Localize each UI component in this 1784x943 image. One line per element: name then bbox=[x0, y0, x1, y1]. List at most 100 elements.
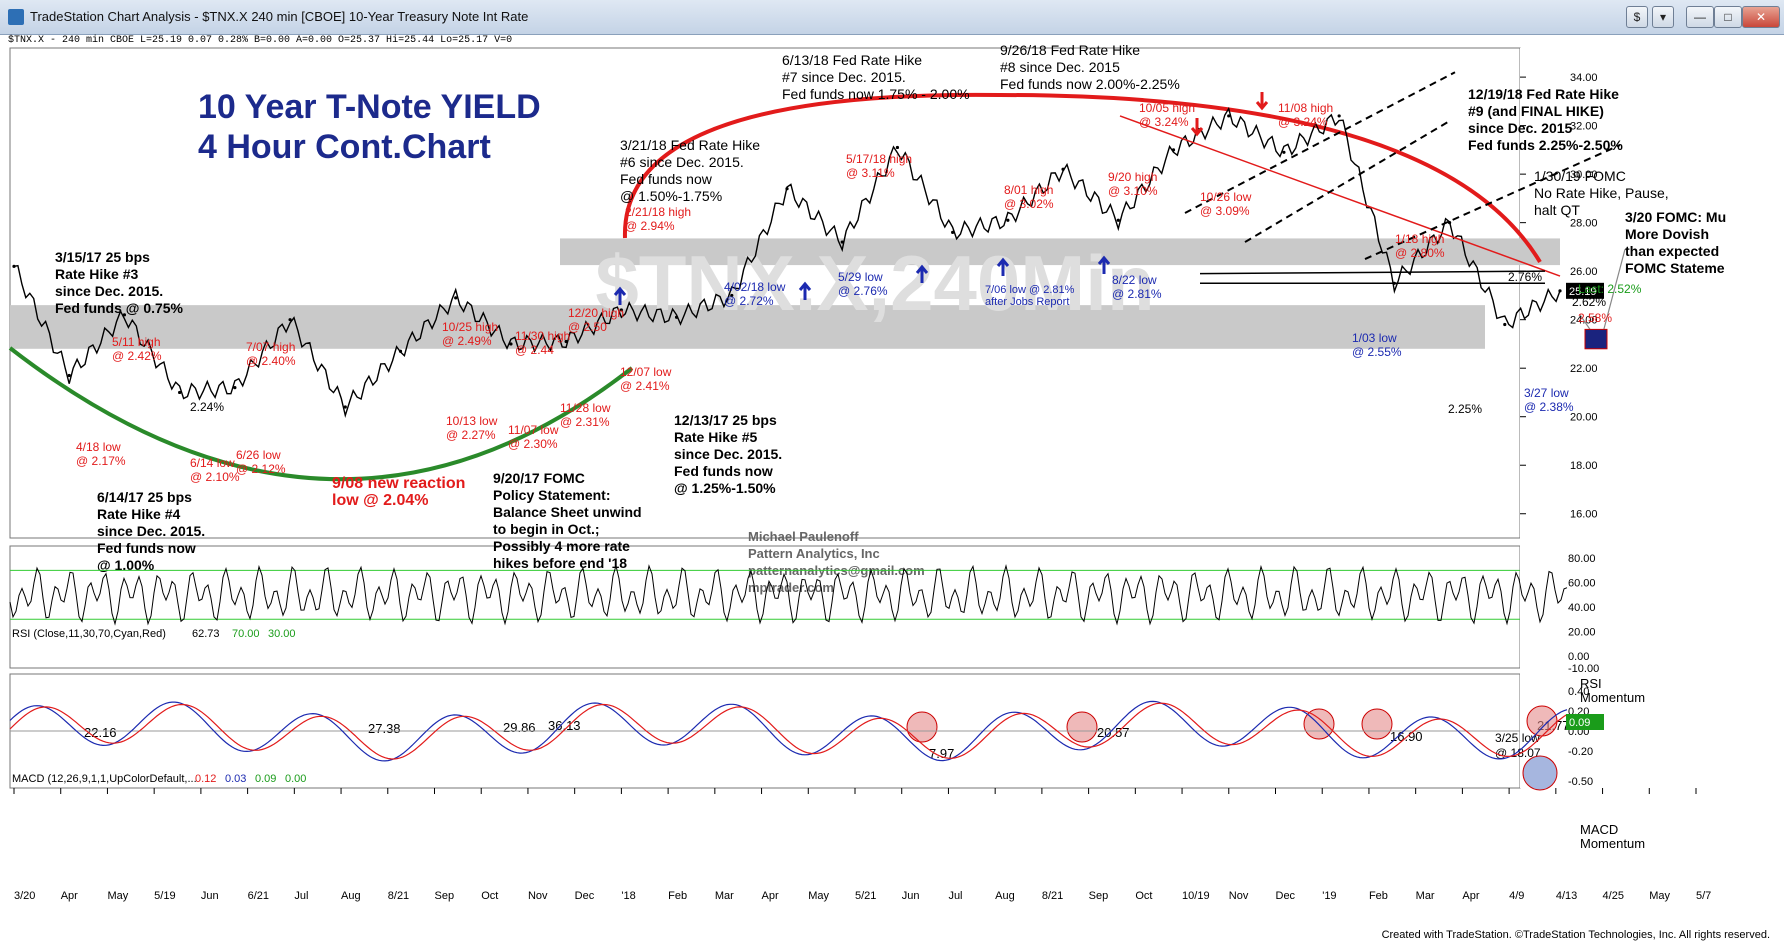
rsi-value-label: 7.97 bbox=[929, 746, 954, 761]
x-tick-label: May bbox=[1649, 890, 1670, 902]
price-point bbox=[12, 264, 16, 268]
annotation-black: No Rate Hike, Pause, bbox=[1534, 185, 1669, 201]
annotation-red: 4/18 low bbox=[76, 440, 121, 454]
price-point bbox=[122, 313, 127, 317]
x-tick-label: May bbox=[808, 890, 829, 902]
annotation-red: @ 2.80% bbox=[1395, 246, 1445, 260]
annotation-black: Fed funds @ 0.75% bbox=[55, 300, 184, 316]
annotation-blue: @ 2.76% bbox=[838, 284, 888, 298]
macd-value: 0.12 bbox=[195, 773, 216, 785]
macd-tick-label: -0.50 bbox=[1568, 776, 1593, 788]
minimize-button[interactable]: — bbox=[1686, 6, 1714, 28]
projection-line bbox=[1184, 71, 1456, 214]
annotation-red: @ 2.50 bbox=[568, 320, 607, 334]
price-point bbox=[288, 318, 292, 322]
x-tick-label: Apr bbox=[1462, 890, 1479, 902]
rsi-tick-label: -10.00 bbox=[1568, 663, 1599, 675]
author-info: Pattern Analytics, Inc bbox=[748, 546, 880, 561]
price-point bbox=[1227, 114, 1231, 118]
annotation-red: @ 2.41% bbox=[620, 379, 670, 393]
x-tick-label: Aug bbox=[995, 890, 1015, 902]
y-tick-label: 16.00 bbox=[1570, 509, 1598, 521]
support-band bbox=[10, 305, 1485, 349]
annotation-black: Policy Statement: bbox=[493, 487, 610, 503]
annotation-blue: 8/22 low bbox=[1112, 273, 1157, 287]
annotation-red: @ 3.10% bbox=[1108, 184, 1158, 198]
annotation-red: 9/20 high bbox=[1108, 170, 1157, 184]
window-dollar-button[interactable]: $ bbox=[1626, 6, 1648, 28]
rsi-oversold-circle bbox=[906, 711, 938, 743]
annotation-blue: 3/27 low bbox=[1524, 386, 1569, 400]
y-tick-label: 32.00 bbox=[1570, 121, 1598, 133]
rsi-tick-label: 0.00 bbox=[1568, 651, 1589, 663]
target-box bbox=[1584, 328, 1608, 350]
x-tick-label: Dec bbox=[575, 890, 595, 902]
macd-line bbox=[9, 700, 1568, 762]
annotation-black: 3/20 FOMC: Mu bbox=[1625, 209, 1726, 225]
maximize-button[interactable]: □ bbox=[1714, 6, 1742, 28]
annotation-red: @ 2.31% bbox=[560, 415, 610, 429]
annotation-black: 6/14/17 25 bps bbox=[97, 489, 192, 505]
annotation-black: 9/26/18 Fed Rate Hike bbox=[1000, 42, 1140, 58]
annotation-black: 12/13/17 25 bps bbox=[674, 412, 777, 428]
annotation-red: 11/08 high bbox=[1278, 101, 1333, 115]
price-point bbox=[1337, 114, 1341, 118]
x-tick-label: Jun bbox=[201, 890, 219, 902]
annotation-black: @ 1.50%-1.75% bbox=[620, 188, 722, 204]
macd-side-label: Momentum bbox=[1580, 836, 1645, 851]
annotation-black: #7 since Dec. 2015. bbox=[782, 69, 906, 85]
annotation-misc: 2.25% bbox=[1448, 402, 1482, 416]
annotation-black: Fed funds now bbox=[674, 463, 773, 479]
annotation-blue: 5/29 low bbox=[838, 270, 883, 284]
chart-subtitle: 4 Hour Cont.Chart bbox=[198, 128, 491, 166]
x-tick-label: 4/25 bbox=[1603, 890, 1624, 902]
x-tick-label: Jun bbox=[902, 890, 920, 902]
x-tick-label: Mar bbox=[715, 890, 734, 902]
y-tick-label: 26.00 bbox=[1570, 266, 1598, 278]
y-tick-label: 30.00 bbox=[1570, 169, 1598, 181]
annotation-black: Possibly 4 more rate bbox=[493, 538, 630, 554]
price-point bbox=[509, 342, 513, 346]
last-price-tag bbox=[1566, 282, 1604, 299]
x-tick-label: 8/21 bbox=[388, 890, 409, 902]
annotation-red: 5/17/18 high bbox=[846, 152, 912, 166]
x-tick-label: Nov bbox=[1229, 890, 1249, 902]
annotation-black: since Dec. 2015. bbox=[55, 283, 163, 299]
price-panel bbox=[9, 47, 1521, 539]
rsi-level-high: 70.00 bbox=[232, 628, 260, 640]
rsi-level-low: 30.00 bbox=[268, 628, 296, 640]
x-tick-label: Jul bbox=[948, 890, 962, 902]
macd-tick-label: 0.40 bbox=[1568, 686, 1589, 698]
x-tick-label: Oct bbox=[1135, 890, 1152, 902]
annotation-black: 1/30/19 FOMC bbox=[1534, 168, 1626, 184]
price-point bbox=[619, 308, 623, 312]
x-tick-label: 5/21 bbox=[855, 890, 876, 902]
tradestation-icon bbox=[8, 9, 24, 25]
annotation-red: 2.58% bbox=[1578, 311, 1612, 325]
top-arc bbox=[622, 92, 1542, 264]
annotation-black: Fed funds now bbox=[620, 171, 713, 187]
annotation-red: 11/07 low bbox=[508, 423, 559, 437]
annotation-blue: @ 2.55% bbox=[1352, 345, 1402, 359]
annotation-black: Fed funds now 2.00%-2.25% bbox=[1000, 76, 1180, 92]
annotation-blue: 4/02/18 low bbox=[724, 280, 786, 294]
annotation-black: since Dec. 2015. bbox=[97, 523, 205, 539]
x-tick-label: 4/13 bbox=[1556, 890, 1577, 902]
author-info: Michael Paulenoff bbox=[748, 529, 859, 544]
y-tick-label: 34.00 bbox=[1570, 72, 1598, 84]
annotation-red: 6/14 low bbox=[190, 456, 235, 470]
price-point bbox=[398, 349, 403, 353]
annotation-red: @ 2.17% bbox=[76, 454, 126, 468]
x-tick-label: 4/9 bbox=[1509, 890, 1524, 902]
rsi-value: 62.73 bbox=[192, 628, 220, 640]
annotation-black: 9/20/17 FOMC bbox=[493, 470, 585, 486]
rsi-value-label: 22.16 bbox=[84, 725, 117, 740]
last-label: Last: 2.52% bbox=[1578, 282, 1642, 296]
window-menu-button[interactable]: ▾ bbox=[1652, 6, 1674, 28]
symbol-status-line: $TNX.X - 240 min CBOE L=25.19 0.07 0.28%… bbox=[8, 35, 513, 46]
annotation-black: 12/19/18 Fed Rate Hike bbox=[1468, 86, 1619, 102]
rsi-label: RSI (Close,11,30,70,Cyan,Red) bbox=[12, 628, 166, 640]
annotation-red: @ 3.09% bbox=[1200, 204, 1250, 218]
close-button[interactable]: ✕ bbox=[1742, 6, 1780, 28]
